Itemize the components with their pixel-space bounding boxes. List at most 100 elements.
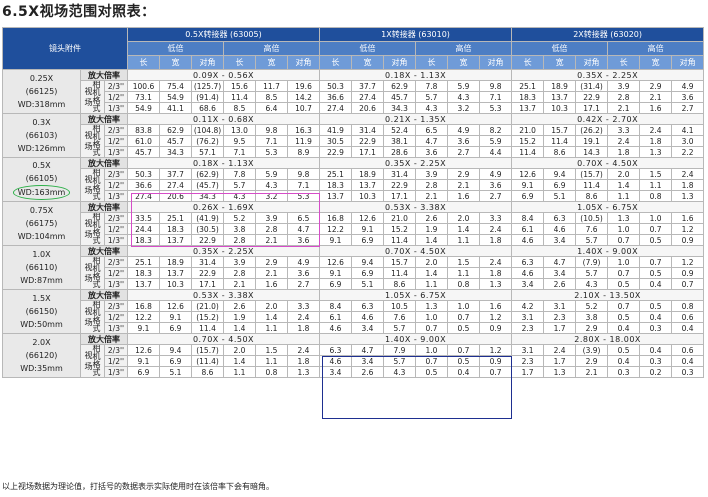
fov-value: 18.3 bbox=[159, 223, 192, 235]
fov-value: 7.6 bbox=[383, 311, 416, 323]
fov-value: 3.1 bbox=[511, 311, 545, 323]
fov-value: 1.3 bbox=[543, 366, 577, 378]
fov-value: 9.4 bbox=[351, 256, 384, 268]
lens-code: (66105) bbox=[25, 174, 58, 183]
fov-value: 0.4 bbox=[607, 322, 641, 334]
fov-value: 30.5 bbox=[319, 135, 352, 147]
fov-value: 6.3 bbox=[319, 344, 352, 356]
fov-value: 5.9 bbox=[255, 168, 288, 180]
fov-value: 1.8 bbox=[478, 234, 513, 246]
fov-value: 2.0 bbox=[447, 212, 480, 224]
fov-value: 1.6 bbox=[671, 212, 705, 224]
fov-value: (30.5) bbox=[191, 223, 224, 235]
fov-value: 13.7 bbox=[319, 190, 352, 202]
sensor-size: 1/3'' bbox=[104, 234, 128, 246]
sensor-size: 1/3'' bbox=[104, 146, 128, 158]
fov-value: 7.9 bbox=[383, 344, 416, 356]
fov-value: 6.3 bbox=[511, 256, 545, 268]
fov-value: 4.3 bbox=[383, 366, 416, 378]
fov-value: 4.3 bbox=[255, 179, 288, 191]
magnification-range: 2.10X - 13.50X bbox=[511, 289, 705, 301]
fov-value: 13.7 bbox=[511, 102, 545, 114]
dimension-header: 长 bbox=[319, 55, 352, 70]
fov-value: 6.9 bbox=[511, 190, 545, 202]
fov-value: 4.7 bbox=[287, 223, 320, 235]
sensor-format-label: 相机格式 bbox=[92, 124, 101, 157]
fov-value: 0.4 bbox=[607, 355, 641, 367]
fov-value: 1.1 bbox=[639, 179, 673, 191]
fov-value: 9.4 bbox=[159, 344, 192, 356]
fov-value: 9.1 bbox=[351, 223, 384, 235]
fov-value: 45.7 bbox=[383, 91, 416, 103]
fov-value: 7.6 bbox=[575, 223, 609, 235]
fov-value: 18.9 bbox=[351, 168, 384, 180]
fov-value: 2.6 bbox=[543, 278, 577, 290]
fov-value: 0.4 bbox=[639, 344, 673, 356]
fov-value: 3.6 bbox=[671, 91, 705, 103]
fov-value: (15.7) bbox=[191, 344, 224, 356]
fov-value: 1.1 bbox=[255, 322, 288, 334]
fov-value: 0.9 bbox=[671, 234, 705, 246]
fov-value: (15.2) bbox=[191, 311, 224, 323]
fov-value: 1.3 bbox=[415, 300, 448, 312]
lens-magnification: 1.0X bbox=[32, 250, 51, 259]
fov-value: (125.7) bbox=[191, 80, 224, 92]
fov-value: 2.4 bbox=[671, 168, 705, 180]
working-distance: WD:163mm bbox=[12, 185, 71, 200]
fov-value: 2.1 bbox=[607, 102, 641, 114]
magnification-range: 0.09X - 0.56X bbox=[127, 69, 320, 81]
fov-value: (76.2) bbox=[191, 135, 224, 147]
fov-value: 12.6 bbox=[127, 344, 160, 356]
dimension-header: 对角 bbox=[191, 55, 224, 70]
fov-value: 3.6 bbox=[415, 146, 448, 158]
sensor-size: 2/3'' bbox=[104, 300, 128, 312]
fov-value: 0.5 bbox=[447, 355, 480, 367]
fov-value: 4.6 bbox=[543, 223, 577, 235]
sensor-size: 1/2'' bbox=[104, 91, 128, 103]
fov-label: 视场 bbox=[84, 175, 93, 195]
sensor-format-label: 相机格式 bbox=[92, 212, 101, 245]
fov-value: 12.2 bbox=[127, 311, 160, 323]
fov-value: 3.4 bbox=[351, 355, 384, 367]
fov-value: 5.7 bbox=[415, 91, 448, 103]
lens-code: (66110) bbox=[25, 263, 58, 272]
fov-value: 1.8 bbox=[478, 267, 513, 279]
fov-value: 13.7 bbox=[159, 234, 192, 246]
fov-value: 1.5 bbox=[447, 256, 480, 268]
lens-code: (66150) bbox=[25, 307, 58, 316]
fov-value: (26.2) bbox=[575, 124, 609, 136]
fov-value: 1.0 bbox=[415, 344, 448, 356]
fov-value: 2.4 bbox=[607, 135, 641, 147]
fov-value: 5.7 bbox=[383, 355, 416, 367]
fov-value: 4.7 bbox=[415, 135, 448, 147]
fov-value: (41.9) bbox=[191, 212, 224, 224]
working-distance: WD:126mm bbox=[17, 144, 66, 153]
fov-value: 14.2 bbox=[287, 91, 320, 103]
fov-value: 3.6 bbox=[447, 135, 480, 147]
working-distance: WD:50mm bbox=[20, 320, 63, 329]
fov-value: 18.3 bbox=[127, 234, 160, 246]
lens-cell: 1.5X (66150) WD:50mm bbox=[2, 289, 81, 334]
fov-value: 20.6 bbox=[159, 190, 192, 202]
low-power-header: 低倍 bbox=[127, 41, 224, 56]
fov-value: 8.4 bbox=[511, 212, 545, 224]
dimension-header: 宽 bbox=[255, 55, 288, 70]
fov-value: 17.1 bbox=[191, 278, 224, 290]
fov-value: (45.7) bbox=[191, 179, 224, 191]
fov-value: 2.8 bbox=[223, 234, 256, 246]
fov-value: 2.0 bbox=[415, 256, 448, 268]
low-power-header: 低倍 bbox=[511, 41, 609, 56]
fov-value: 1.8 bbox=[287, 322, 320, 334]
fov-value: 6.9 bbox=[351, 267, 384, 279]
fov-value: 1.1 bbox=[447, 234, 480, 246]
fov-value: 7.8 bbox=[415, 80, 448, 92]
fov-value: 5.1 bbox=[159, 366, 192, 378]
fov-value: 2.6 bbox=[223, 300, 256, 312]
fov-value: 4.6 bbox=[319, 355, 352, 367]
fov-value: 0.7 bbox=[447, 344, 480, 356]
fov-value: 22.9 bbox=[351, 135, 384, 147]
fov-value: (10.5) bbox=[575, 212, 609, 224]
fov-value: 24.4 bbox=[127, 223, 160, 235]
fov-value: 1.4 bbox=[223, 355, 256, 367]
fov-value: 5.7 bbox=[223, 179, 256, 191]
